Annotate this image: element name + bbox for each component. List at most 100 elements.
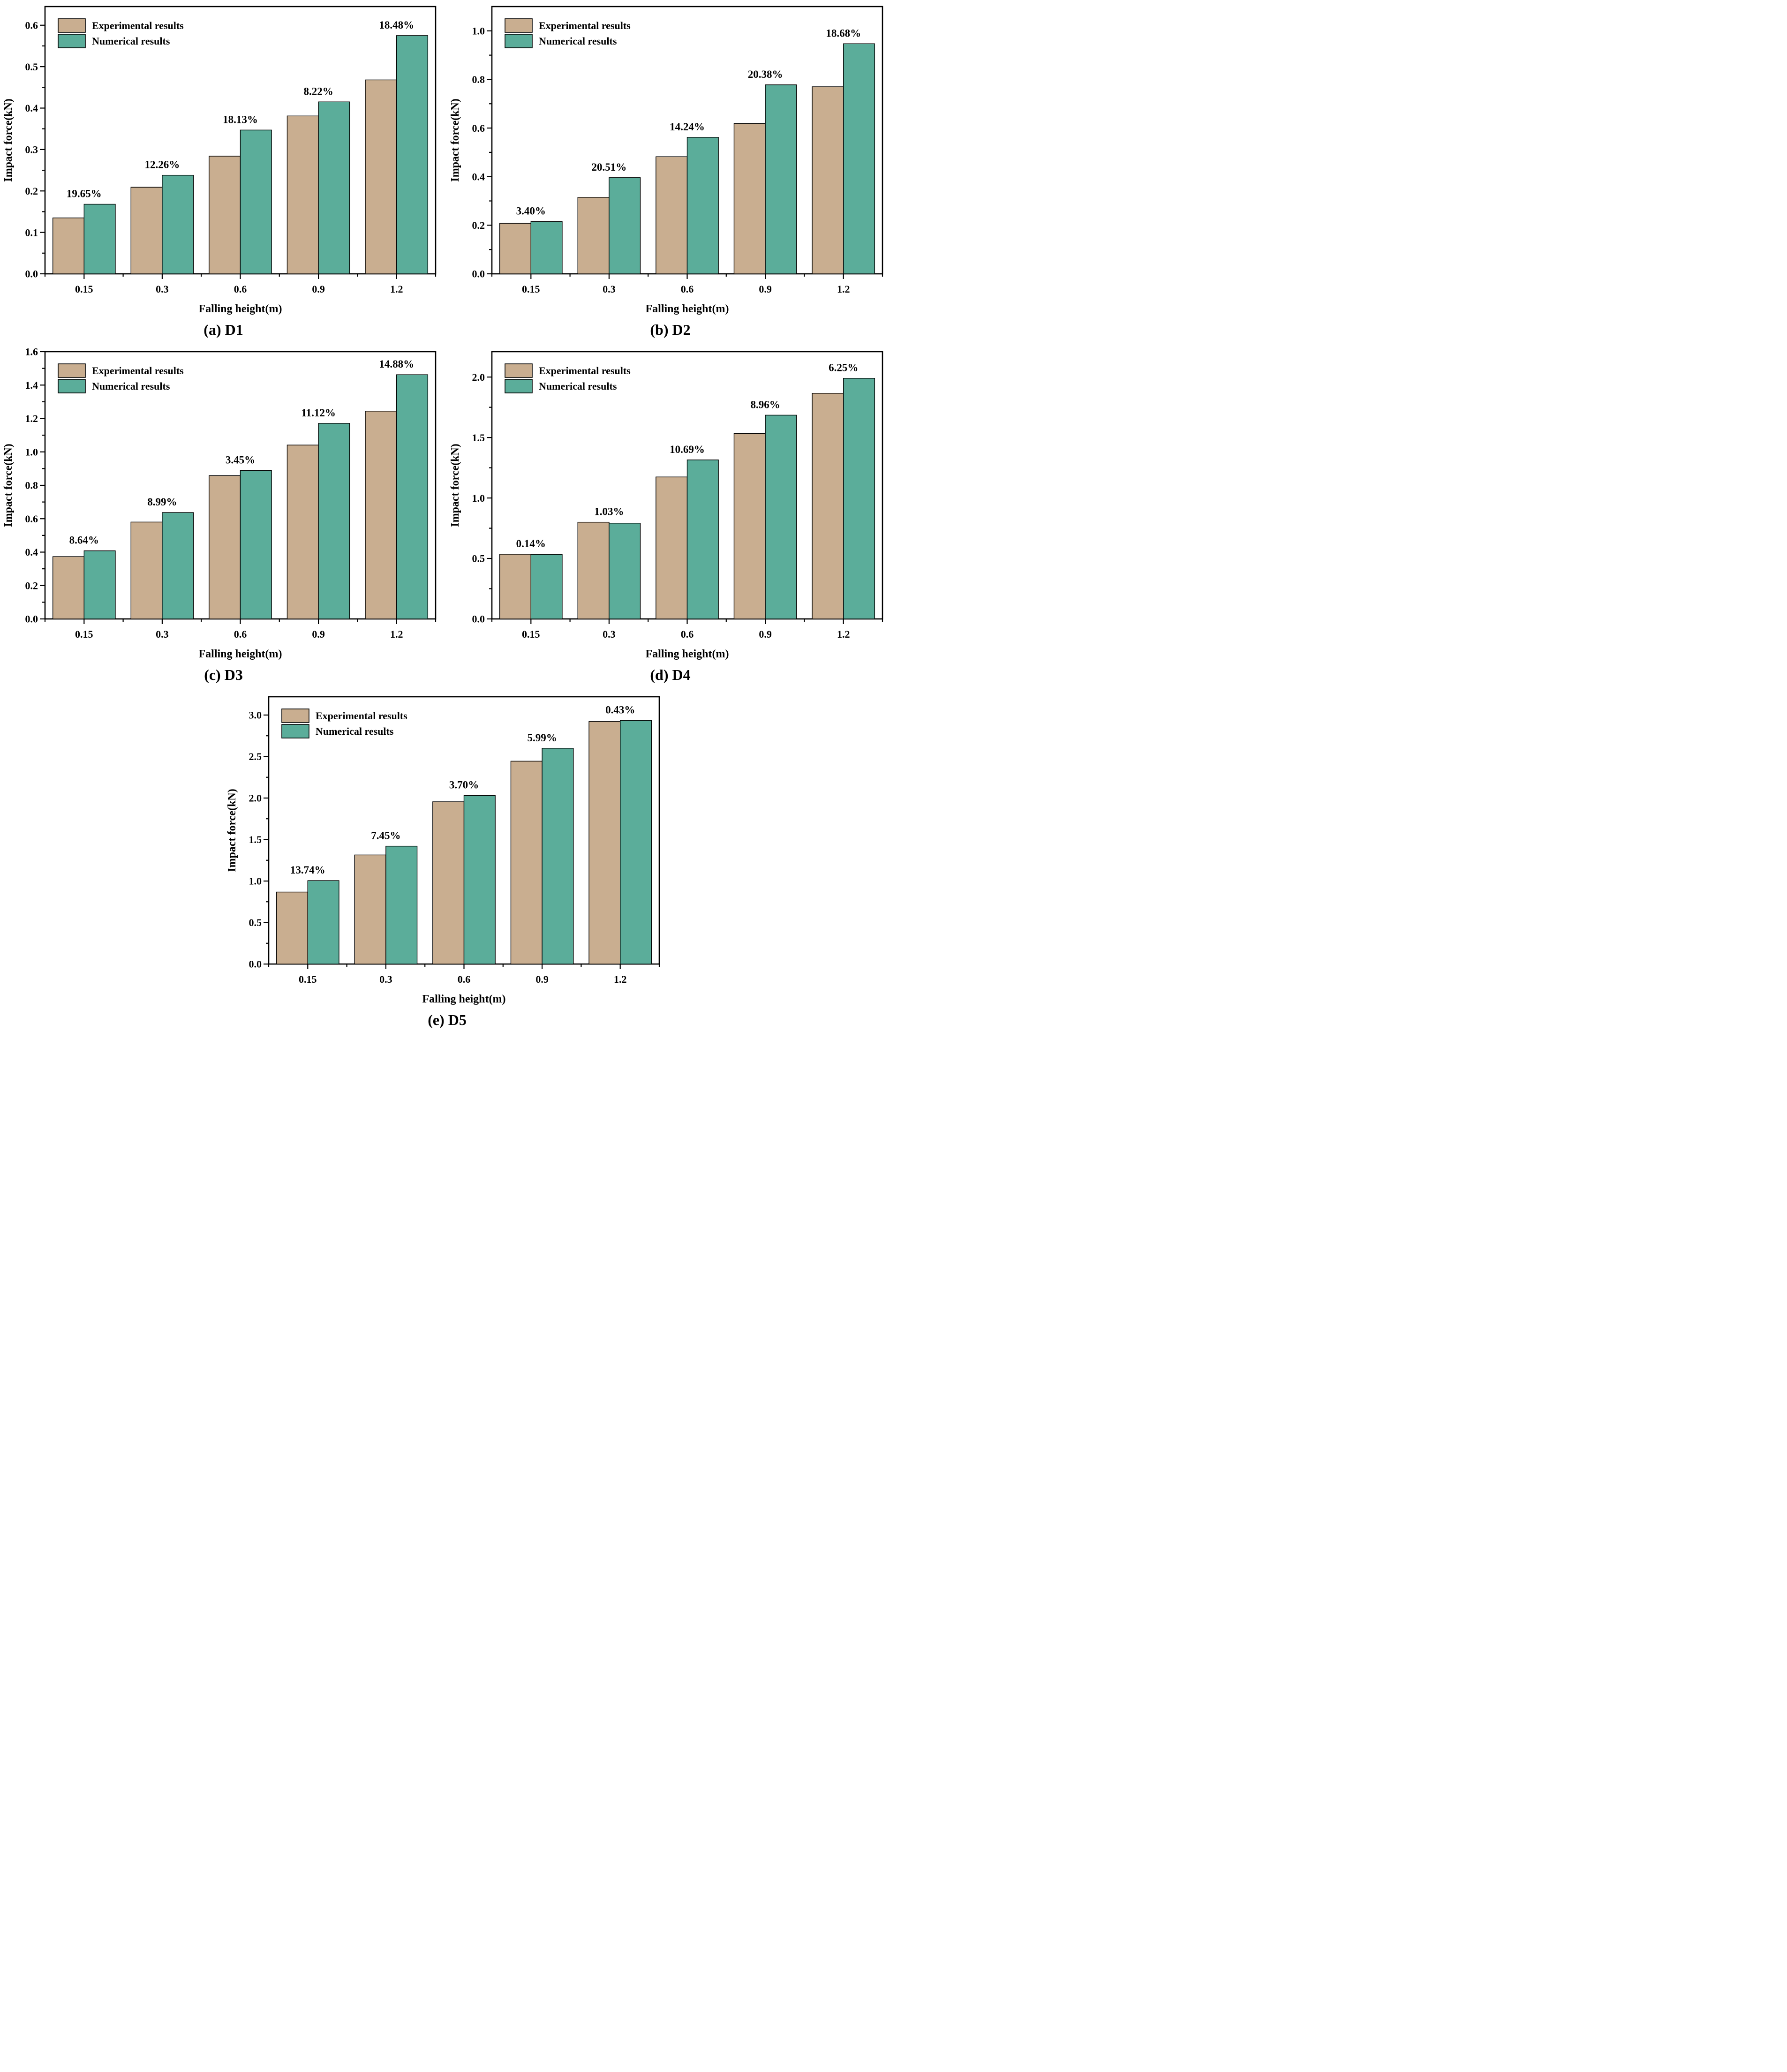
chart-d5: 0.0 0.5 1.0 1.5 2.0 2.5 3.0 0.15 0.3 0.6 0.9 1.2 13.… [224, 690, 671, 1035]
pct-diff-label: 8.99% [147, 496, 177, 508]
experimental-bar [656, 156, 688, 274]
x-tick-label: 0.6 [681, 283, 694, 295]
legend-swatch-numerical [281, 724, 309, 738]
y-tick-label: 0.0 [472, 268, 485, 280]
experimental-bar [812, 393, 844, 619]
numerical-bar [686, 460, 719, 619]
legend-label: Experimental results [92, 365, 184, 377]
pct-diff-label: 20.38% [748, 68, 783, 80]
chart-d4: 0.0 0.5 1.0 1.5 2.0 0.15 0.3 0.6 0.9 1.2 0.14% 1.03… [447, 345, 894, 690]
numerical-bar [318, 101, 350, 274]
y-tick-label: 1.5 [249, 834, 262, 845]
y-tick-label: 0.0 [249, 958, 262, 970]
x-tick-label: 0.15 [299, 973, 317, 985]
y-tick-label: 1.6 [25, 346, 38, 358]
x-tick-label: 0.15 [522, 628, 540, 640]
numerical-bar [609, 523, 641, 619]
x-tick-label: 0.3 [156, 283, 169, 295]
y-tick-label: 2.5 [249, 751, 262, 762]
experimental-bar [365, 411, 397, 619]
pct-diff-label: 8.22% [303, 85, 333, 97]
numerical-bar [843, 378, 875, 619]
chart-d5-svg: 0.0 0.5 1.0 1.5 2.0 2.5 3.0 0.15 0.3 0.6 0.9 1.2 13.… [226, 696, 660, 1028]
y-tick-label: 1.2 [25, 413, 38, 424]
legend-label: Numerical results [539, 35, 617, 47]
x-tick-label: 1.2 [390, 283, 403, 295]
experimental-bar [432, 801, 464, 964]
legend-label: Experimental results [92, 20, 184, 31]
chart-caption: (e) D5 [428, 1011, 467, 1028]
x-tick-label: 1.2 [837, 283, 850, 295]
x-tick-label: 0.9 [312, 628, 325, 640]
numerical-bar [396, 35, 429, 274]
legend-swatch-numerical [505, 379, 533, 393]
pct-diff-label: 3.40% [516, 205, 546, 217]
pct-diff-label: 19.65% [67, 188, 102, 200]
y-tick-label: 0.6 [25, 19, 38, 31]
x-tick-label: 0.9 [312, 283, 325, 295]
pct-diff-label: 11.12% [301, 407, 335, 419]
pct-diff-label: 6.25% [829, 362, 858, 374]
chart-caption: (c) D3 [204, 666, 243, 683]
experimental-bar [209, 156, 241, 274]
y-tick-label: 0.3 [25, 144, 38, 156]
y-axis-title: Impact force(kN) [2, 98, 15, 182]
experimental-bar [52, 556, 85, 619]
y-axis-title: Impact force(kN) [449, 444, 461, 527]
x-tick-label: 0.9 [759, 628, 772, 640]
chart-d2-svg: 0.0 0.2 0.4 0.6 0.8 1.0 0.15 0.3 0.6 0.9 1.2 3.40% 2… [449, 6, 883, 338]
pct-diff-label: 0.14% [516, 538, 546, 550]
chart-caption: (a) D1 [204, 321, 243, 338]
pct-diff-label: 7.45% [371, 830, 400, 842]
legend-swatch-numerical [58, 34, 86, 48]
chart-d3: 0.0 0.2 0.4 0.6 0.8 1.0 1.2 1.4 1.6 0.15 0.3 0.6 0.9… [0, 345, 447, 690]
x-axis-title: Falling height(m) [646, 648, 729, 660]
x-tick-label: 0.15 [522, 283, 540, 295]
legend-label: Numerical results [92, 380, 170, 392]
x-axis-title: Falling height(m) [646, 303, 729, 315]
figure-page: 0.0 0.1 0.2 0.3 0.4 0.5 0.6 0.15 0.3 0.6 0.9 1.2 19.… [0, 0, 894, 1035]
pct-diff-label: 0.43% [605, 704, 635, 716]
numerical-bar [609, 177, 641, 274]
numerical-bar [530, 221, 563, 274]
legend-label: Experimental results [539, 20, 631, 31]
numerical-bar [162, 174, 194, 274]
x-tick-label: 0.15 [75, 283, 93, 295]
chart-d1-svg: 0.0 0.1 0.2 0.3 0.4 0.5 0.6 0.15 0.3 0.6 0.9 1.2 19.… [2, 6, 437, 338]
y-tick-label: 1.0 [25, 446, 38, 458]
experimental-bar [510, 761, 543, 964]
y-tick-label: 1.0 [472, 25, 485, 37]
y-tick-label: 0.8 [25, 480, 38, 491]
y-tick-label: 0.2 [472, 219, 485, 231]
experimental-bar [656, 476, 688, 619]
pct-diff-label: 18.48% [379, 19, 414, 31]
legend-swatch-experimental [58, 18, 86, 33]
x-axis-title: Falling height(m) [199, 303, 282, 315]
chart-d1: 0.0 0.1 0.2 0.3 0.4 0.5 0.6 0.15 0.3 0.6 0.9 1.2 19.… [0, 0, 447, 345]
experimental-bar [209, 475, 241, 619]
chart-caption: (b) D2 [650, 321, 690, 338]
experimental-bar [365, 79, 397, 274]
x-tick-label: 0.3 [603, 628, 616, 640]
x-tick-label: 1.2 [837, 628, 850, 640]
y-tick-label: 0.6 [472, 122, 485, 134]
x-tick-label: 0.6 [234, 283, 247, 295]
y-tick-label: 3.0 [249, 709, 262, 721]
numerical-bar [530, 554, 563, 619]
pct-diff-label: 12.26% [145, 159, 180, 171]
pct-diff-label: 14.24% [670, 121, 705, 133]
experimental-bar [354, 854, 386, 964]
numerical-bar [385, 845, 417, 964]
legend-swatch-experimental [505, 363, 533, 378]
experimental-bar [130, 521, 163, 619]
y-tick-label: 0.1 [25, 226, 38, 238]
y-tick-label: 0.5 [249, 917, 262, 928]
x-tick-label: 0.6 [681, 628, 694, 640]
numerical-bar [240, 129, 272, 274]
pct-diff-label: 3.45% [226, 454, 255, 466]
pct-diff-label: 8.96% [750, 399, 780, 410]
pct-diff-label: 14.88% [379, 358, 414, 370]
experimental-bar [733, 433, 766, 619]
experimental-bar [588, 721, 620, 964]
y-tick-label: 0.4 [472, 171, 485, 182]
